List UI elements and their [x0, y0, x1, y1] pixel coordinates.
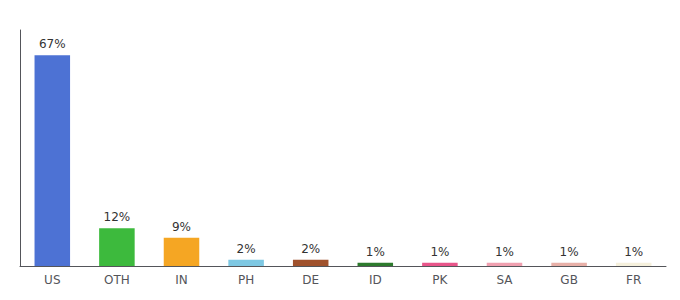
svg-text:IN: IN: [175, 273, 188, 287]
svg-text:1%: 1%: [560, 245, 579, 259]
svg-text:67%: 67%: [39, 37, 66, 51]
svg-text:ID: ID: [369, 273, 382, 287]
svg-text:US: US: [44, 273, 60, 287]
svg-text:1%: 1%: [624, 245, 643, 259]
svg-text:FR: FR: [626, 273, 641, 287]
svg-text:2%: 2%: [237, 242, 256, 256]
svg-text:OTH: OTH: [104, 273, 130, 287]
svg-text:1%: 1%: [495, 245, 514, 259]
svg-text:PK: PK: [432, 273, 448, 287]
svg-text:12%: 12%: [104, 210, 131, 224]
svg-text:PH: PH: [238, 273, 254, 287]
svg-text:1%: 1%: [430, 245, 449, 259]
svg-text:2%: 2%: [301, 242, 320, 256]
svg-text:DE: DE: [302, 273, 319, 287]
svg-text:1%: 1%: [366, 245, 385, 259]
svg-text:9%: 9%: [172, 220, 191, 234]
svg-text:SA: SA: [496, 273, 513, 287]
svg-text:GB: GB: [560, 273, 578, 287]
